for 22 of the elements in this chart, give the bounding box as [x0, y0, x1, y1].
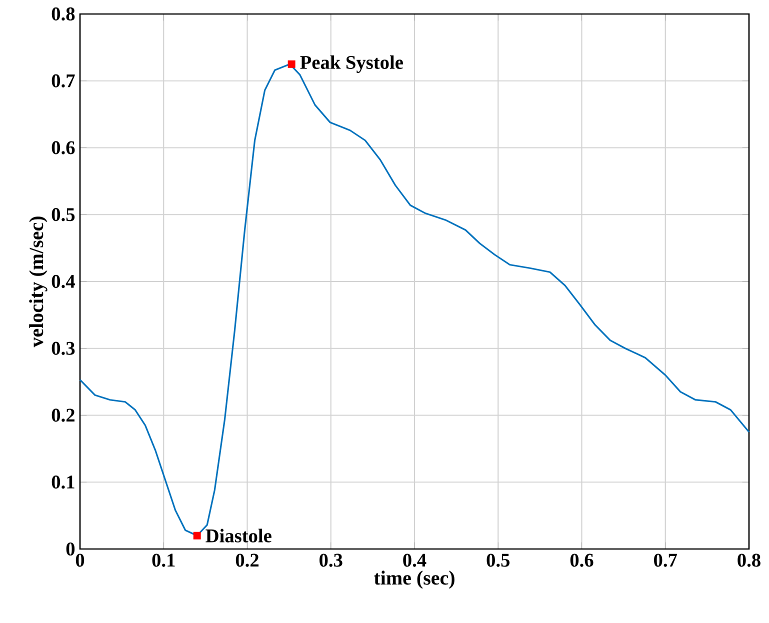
y-tick-label: 0.5	[52, 208, 75, 222]
x-tick-label: 0.8	[738, 554, 760, 567]
y-tick-label: 0.7	[52, 74, 75, 88]
y-tick-label: 0.3	[52, 342, 75, 355]
x-tick-label: 0.4	[403, 554, 426, 567]
y-axis-title: velocity (m/sec)	[29, 216, 48, 348]
y-tick-label: 0.1	[52, 476, 74, 489]
x-tick-label: 0.3	[320, 554, 342, 567]
annotation: Diastole	[206, 528, 272, 542]
x-tick-label: 0.5	[486, 554, 510, 567]
x-tick-label: 0.7	[654, 554, 677, 567]
y-tick-label: 0.8	[52, 7, 75, 21]
annotation: Peak Systole	[300, 55, 403, 73]
y-tick-label: 0	[66, 542, 75, 556]
x-tick-label: 0.1	[152, 554, 175, 567]
y-tick-label: 0.2	[52, 408, 74, 422]
x-tick-label: 0.6	[570, 554, 594, 567]
y-tick-label: 0.6	[52, 141, 75, 154]
x-tick-label: 0.2	[236, 554, 259, 567]
y-tick-label: 0.4	[52, 274, 75, 288]
x-axis-title: time (sec)	[374, 570, 454, 589]
x-tick-label: 0	[76, 554, 84, 567]
